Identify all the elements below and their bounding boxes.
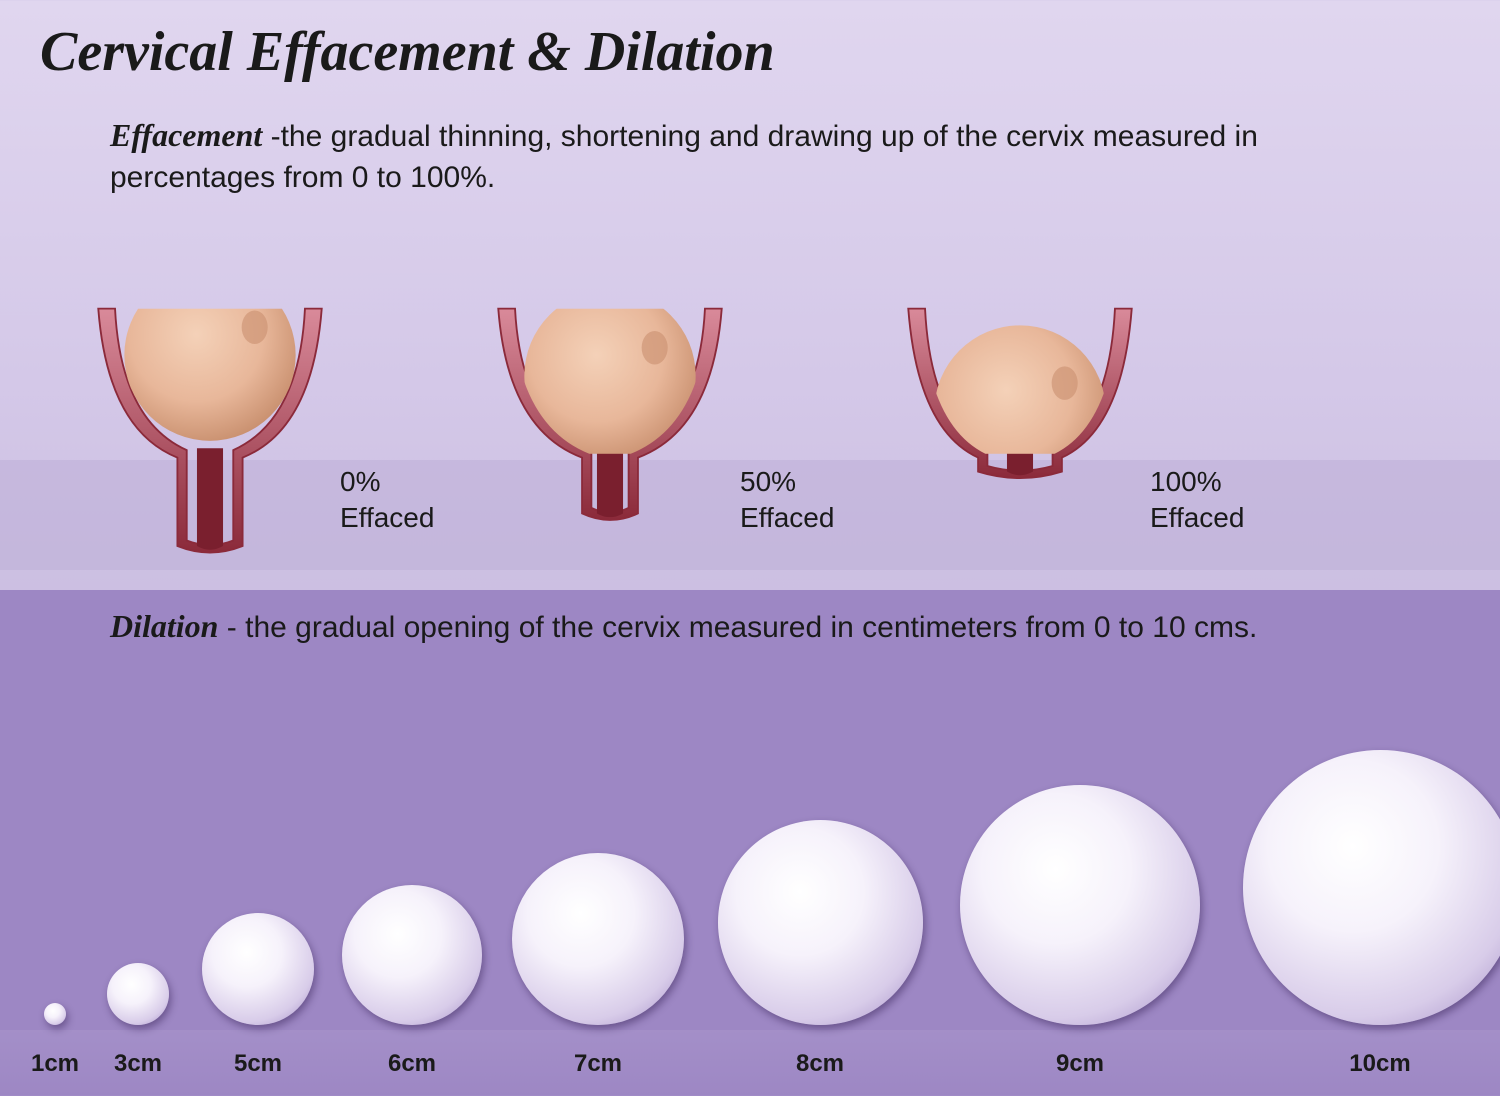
dilation-circles-row: 1cm3cm5cm6cm7cm8cm9cm10cm xyxy=(0,740,1500,1090)
dilation-circle-7cm: 7cm xyxy=(512,853,684,1025)
dilation-definition-text: - the gradual opening of the cervix meas… xyxy=(218,611,1257,644)
effacement-stage-label: 50% Effaced xyxy=(740,464,834,537)
effacement-stage-100: 100% Effaced xyxy=(890,290,1290,560)
dilation-circle-6cm: 6cm xyxy=(342,885,482,1025)
dilation-sphere-icon xyxy=(44,1003,66,1025)
effacement-stage-label: 0% Effaced xyxy=(340,464,434,537)
dilation-circle-label: 8cm xyxy=(760,1050,880,1078)
dilation-circle-3cm: 3cm xyxy=(107,963,169,1025)
cervix-diagram-icon xyxy=(80,290,340,560)
dilation-circle-label: 7cm xyxy=(538,1050,658,1078)
effacement-definition-text: -the gradual thinning, shortening and dr… xyxy=(110,120,1258,194)
effacement-stage-0: 0% Effaced xyxy=(80,290,480,560)
dilation-sphere-icon xyxy=(960,785,1200,1025)
dilation-sphere-icon xyxy=(718,820,923,1025)
cervix-diagram-icon xyxy=(480,290,740,560)
dilation-circle-label: 3cm xyxy=(78,1050,198,1078)
dilation-circle-9cm: 9cm xyxy=(960,785,1200,1025)
dilation-circle-label: 9cm xyxy=(1020,1050,1140,1078)
dilation-circle-label: 10cm xyxy=(1320,1050,1440,1078)
cervix-diagram-icon xyxy=(890,290,1150,560)
dilation-circle-10cm: 10cm xyxy=(1243,750,1500,1025)
effacement-stage-50: 50% Effaced xyxy=(480,290,880,560)
dilation-circle-label: 6cm xyxy=(352,1050,472,1078)
dilation-circle-label: 5cm xyxy=(198,1050,318,1078)
dilation-circle-8cm: 8cm xyxy=(718,820,923,1025)
dilation-definition: Dilation - the gradual opening of the ce… xyxy=(110,605,1410,649)
dilation-sphere-icon xyxy=(202,913,314,1025)
effacement-term: Effacement xyxy=(110,117,262,153)
effacement-definition: Effacement -the gradual thinning, shorte… xyxy=(0,84,1500,198)
dilation-sphere-icon xyxy=(1243,750,1500,1025)
dilation-sphere-icon xyxy=(342,885,482,1025)
dilation-sphere-icon xyxy=(107,963,169,1025)
effacement-stage-label: 100% Effaced xyxy=(1150,464,1244,537)
dilation-circle-1cm: 1cm xyxy=(44,1003,66,1025)
dilation-circle-5cm: 5cm xyxy=(202,913,314,1025)
effacement-diagrams-row: 0% Effaced 50% Effaced xyxy=(0,290,1500,590)
page-title: Cervical Effacement & Dilation xyxy=(0,0,1500,84)
dilation-term: Dilation xyxy=(110,608,218,644)
dilation-sphere-icon xyxy=(512,853,684,1025)
